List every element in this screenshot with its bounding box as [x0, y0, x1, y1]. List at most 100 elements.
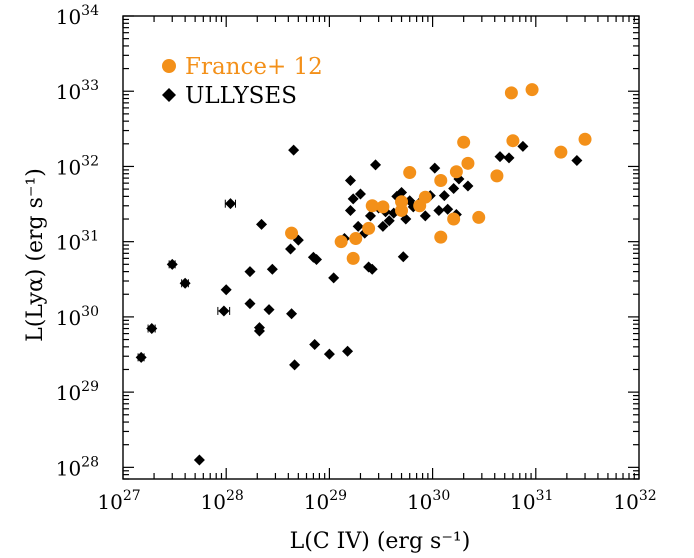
x-tick-label-2-base: 10 [304, 490, 329, 514]
ullyses-point-3 [179, 277, 191, 289]
ullyses-point-30 [352, 220, 364, 232]
france12-point-16 [457, 135, 471, 149]
ullyses-point-28 [344, 175, 356, 187]
ullyses-point-60 [503, 152, 515, 164]
legend-label-ullyses: ULLYSES [185, 83, 297, 109]
ullyses-point-2 [166, 258, 178, 270]
ullyses-point-40 [383, 215, 395, 227]
ullyses-point-59 [494, 151, 506, 163]
x-tick-label-5-exp: 32 [639, 488, 657, 504]
ullyses-point-31 [354, 188, 366, 200]
x-tick-label-2: 1029 [304, 488, 347, 514]
france12-point-9 [403, 166, 417, 180]
ullyses-point-14 [266, 263, 278, 275]
ullyses-point-0 [135, 351, 147, 363]
y-tick-label-3-base: 10 [56, 231, 81, 255]
y-tick-label-1: 1029 [56, 379, 99, 405]
y-tick-label-6-base: 10 [56, 5, 81, 29]
france12-point-6 [376, 200, 390, 214]
x-tick-label-0-base: 10 [97, 490, 122, 514]
france12-point-20 [504, 86, 518, 100]
y-tick-label-5-exp: 33 [81, 78, 99, 94]
y-tick-label-6-exp: 34 [81, 3, 99, 19]
x-tick-label-4-exp: 31 [536, 488, 554, 504]
ullyses-point-34 [364, 210, 376, 222]
x-tick-label-1-base: 10 [201, 490, 226, 514]
ullyses-point-16 [286, 308, 298, 320]
legend-marker-france [162, 59, 176, 73]
ullyses-point-49 [419, 210, 431, 222]
ticks [122, 15, 640, 480]
france12-point-3 [349, 232, 363, 246]
y-tick-label-1-exp: 29 [81, 379, 99, 395]
ullyses-point-38 [377, 220, 389, 232]
france12-point-24 [578, 132, 592, 146]
ullyses-point-1 [146, 323, 158, 335]
y-tick-label-2-exp: 30 [81, 304, 99, 320]
ullyses-point-62 [571, 154, 583, 166]
data-points [135, 83, 592, 466]
ullyses-point-15 [285, 243, 297, 255]
ullyses-point-58 [462, 180, 474, 192]
y-tick-label-3: 1031 [56, 229, 99, 255]
france12-point-21 [506, 134, 520, 148]
y-tick-label-0: 1028 [56, 454, 99, 480]
ullyses-point-4 [193, 454, 205, 466]
ullyses-point-61 [517, 140, 529, 152]
x-tick-label-1-exp: 28 [226, 488, 244, 504]
ullyses-point-24 [328, 272, 340, 284]
x-tick-label-5-base: 10 [613, 490, 638, 514]
ullyses-point-52 [433, 204, 445, 216]
plot-frame [122, 15, 640, 480]
france12-point-23 [554, 145, 568, 159]
ullyses-point-23 [323, 348, 335, 360]
x-tick-label-5: 1032 [613, 488, 656, 514]
y-tick-label-0-base: 10 [56, 456, 81, 480]
x-tick-label-0-exp: 27 [123, 488, 141, 504]
x-tick-label-3-base: 10 [407, 490, 432, 514]
y-tick-label-5: 1033 [56, 78, 99, 104]
y-tick-label-4-base: 10 [56, 155, 81, 179]
y-tick-label-3-exp: 31 [81, 229, 99, 245]
y-tick-label-2: 1030 [56, 304, 99, 330]
ullyses-point-25 [342, 345, 354, 357]
ullyses-point-7 [224, 198, 236, 210]
ullyses-point-18 [289, 359, 301, 371]
france12-point-12 [434, 230, 448, 244]
ullyses-point-12 [256, 218, 268, 230]
ullyses-point-36 [370, 159, 382, 171]
france12-point-13 [434, 174, 448, 188]
y-tick-label-5-base: 10 [56, 80, 81, 104]
ullyses-point-55 [448, 182, 460, 194]
france12-point-0 [285, 226, 299, 240]
y-tick-label-4-exp: 32 [81, 153, 99, 169]
france12-point-17 [461, 156, 475, 170]
france12-point-11 [418, 190, 432, 204]
x-tick-label-2-exp: 29 [329, 488, 347, 504]
france12-point-2 [346, 251, 360, 265]
x-tick-label-3-exp: 30 [432, 488, 450, 504]
x-tick-label-0: 1027 [97, 488, 140, 514]
x-tick-label-1: 1028 [201, 488, 244, 514]
ullyses-point-6 [220, 284, 232, 296]
legend: France+ 12 ULLYSES [162, 54, 323, 109]
ullyses-point-13 [263, 304, 275, 316]
y-tick-label-2-base: 10 [56, 306, 81, 330]
legend-marker-ullyses [162, 88, 176, 102]
france12-point-5 [365, 199, 379, 213]
ullyses-point-21 [311, 253, 323, 265]
x-axis-label: L(C IV) (erg s⁻¹) [290, 529, 471, 554]
ullyses-point-5 [218, 305, 230, 317]
y-tick-label-0-exp: 28 [81, 454, 99, 470]
france12-point-19 [490, 169, 504, 183]
y-tick-label-4: 1032 [56, 153, 99, 179]
ullyses-point-9 [244, 298, 256, 310]
ullyses-point-27 [344, 204, 356, 216]
france12-point-18 [472, 210, 486, 224]
y-tick-label-6: 1034 [56, 3, 99, 29]
x-tick-label-3: 1030 [407, 488, 450, 514]
ullyses-point-11 [253, 322, 265, 334]
ullyses-point-43 [396, 187, 408, 199]
france12-point-14 [447, 212, 461, 226]
